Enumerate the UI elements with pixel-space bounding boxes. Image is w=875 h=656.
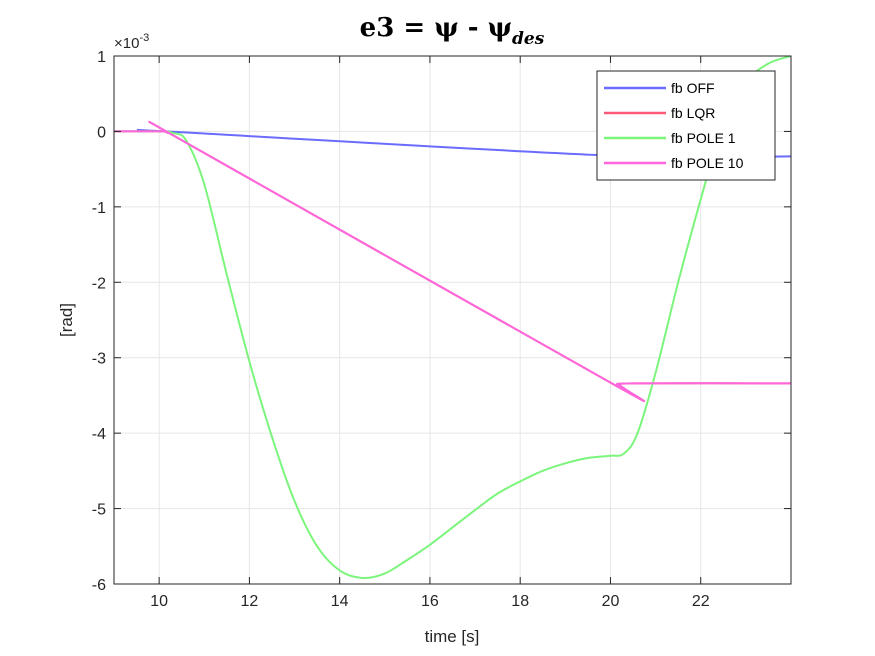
y-tick-label: -1 [92,200,106,217]
x-tick-label: 20 [602,593,620,610]
legend-label-fb-off: fb OFF [671,80,715,96]
legend: fb OFF fb LQR fb POLE 1 fb POLE 10 [596,70,776,181]
y-tick-label: -5 [92,502,106,519]
x-tick-label: 14 [331,593,349,610]
legend-label-fb-pole-10: fb POLE 10 [671,155,744,171]
legend-label-fb-pole-1: fb POLE 1 [671,130,736,146]
y-tick-label: 1 [97,49,106,66]
y-tick-label: -2 [92,275,106,292]
legend-label-fb-lqr: fb LQR [671,105,715,121]
x-tick-label: 16 [421,593,439,610]
x-axis-label: time [s] [425,627,480,646]
y-tick-label: 0 [97,124,106,141]
chart-title: e3 = ψ - ψdes [360,13,545,49]
x-tick-label: 12 [241,593,259,610]
x-tick-label: 22 [692,593,710,610]
series-line-fb-pole-1 [114,56,791,580]
y-axis-exponent: ×10-3 [114,32,149,52]
y-tick-label: -4 [92,426,106,443]
x-tick-label: 10 [150,593,168,610]
x-tick-label: 18 [511,593,529,610]
y-tick-label: -3 [92,351,106,368]
series-line-fb-pole-10 [114,120,791,402]
y-axis-label: [rad] [57,303,76,337]
plot-frame [113,55,792,585]
y-tick-label: -6 [92,577,106,594]
